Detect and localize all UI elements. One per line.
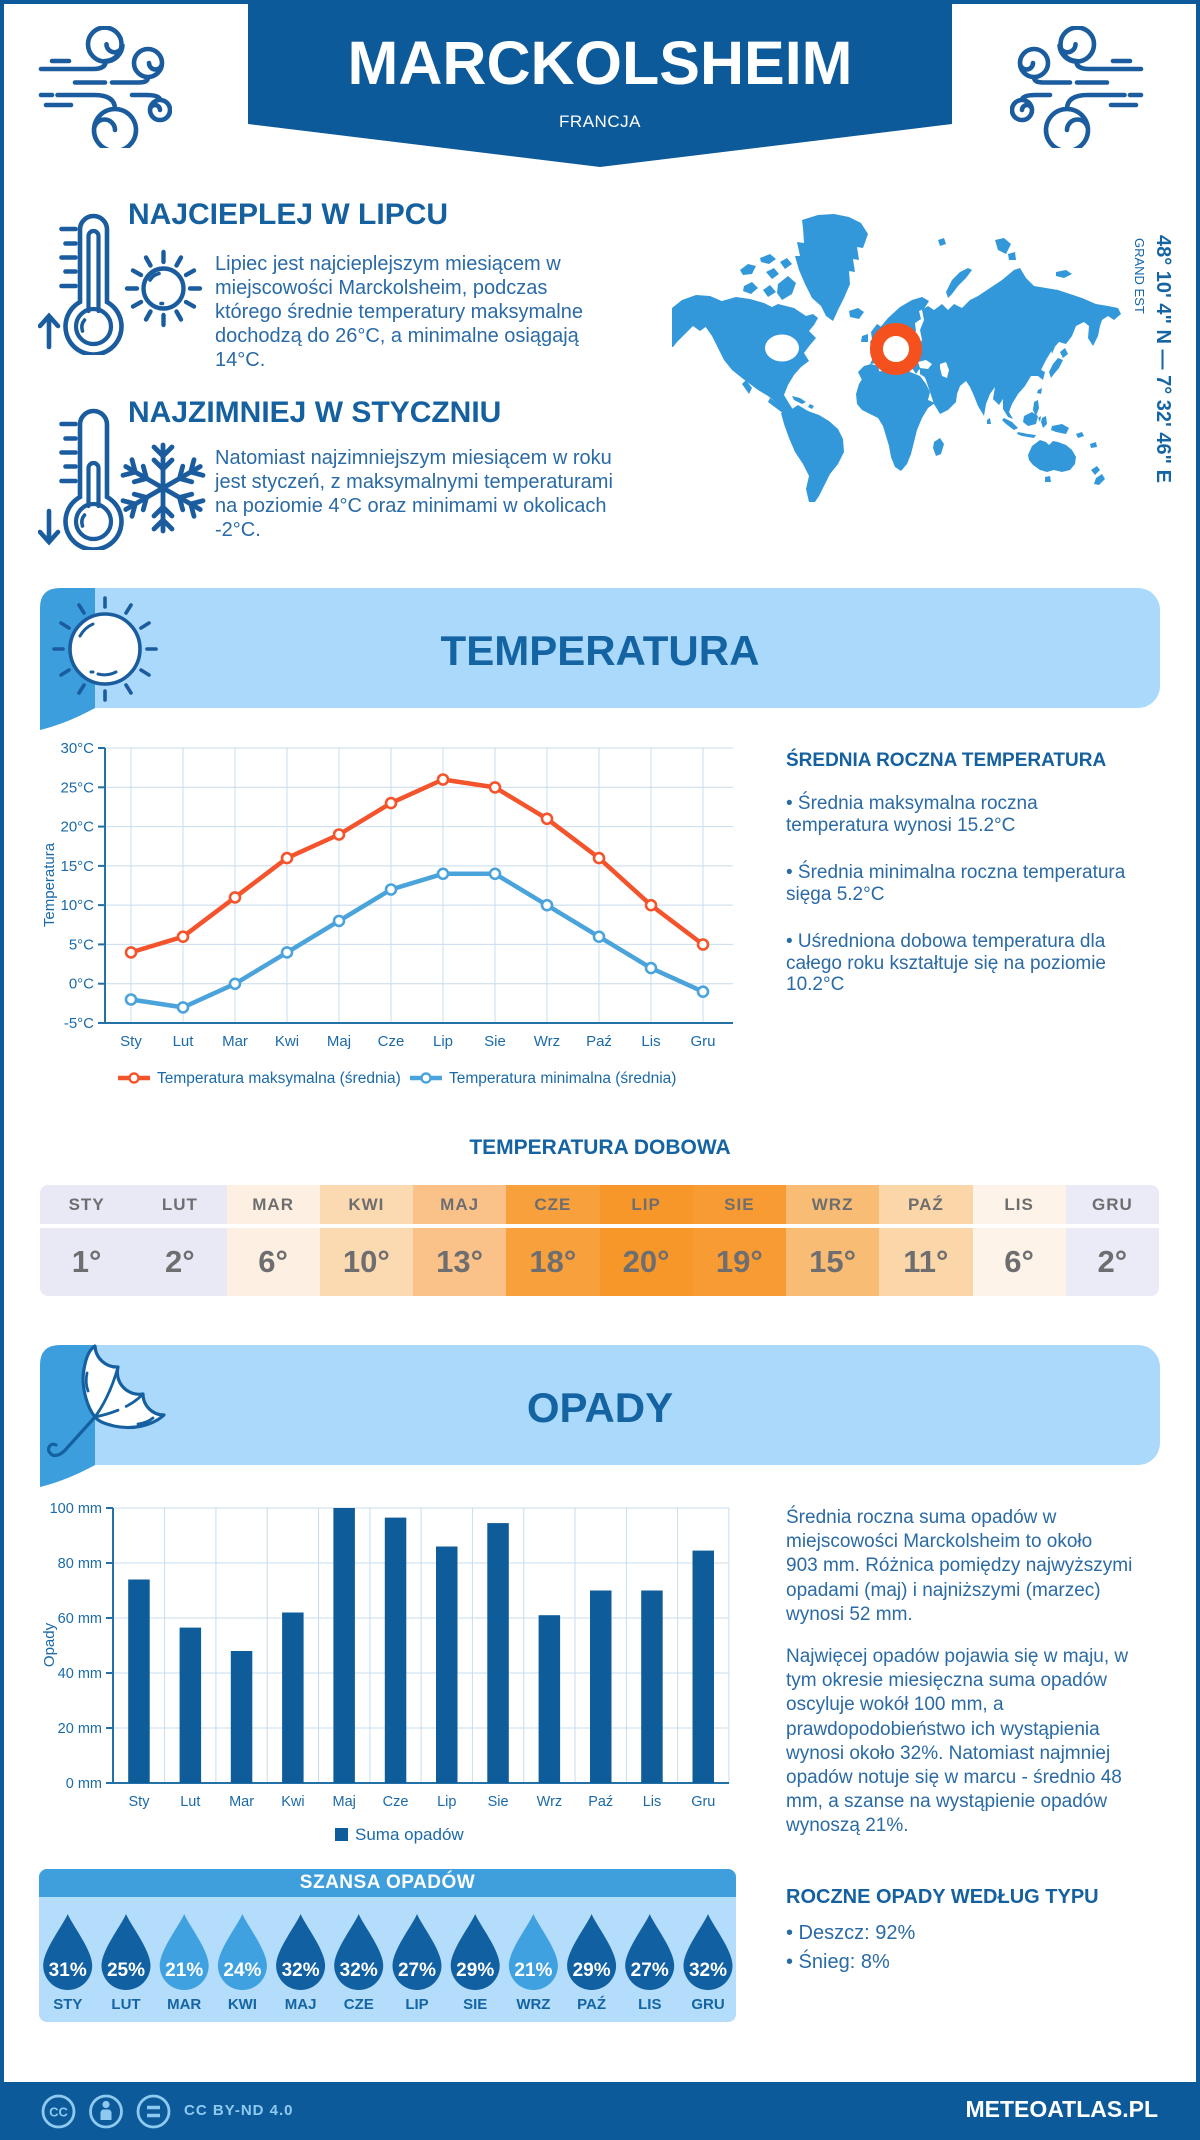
svg-text:Mar: Mar <box>222 1033 248 1050</box>
svg-text:15°C: 15°C <box>60 858 94 875</box>
svg-text:10°C: 10°C <box>60 897 94 914</box>
svg-text:Wrz: Wrz <box>537 1794 563 1810</box>
svg-text:Kwi: Kwi <box>275 1033 299 1050</box>
svg-text:Paź: Paź <box>588 1794 613 1810</box>
svg-text:Sie: Sie <box>488 1794 509 1810</box>
svg-text:Paź: Paź <box>586 1033 612 1050</box>
svg-text:-5°C: -5°C <box>64 1015 94 1032</box>
svg-text:MAJ: MAJ <box>285 1996 317 2013</box>
svg-text:5°C: 5°C <box>69 936 94 953</box>
svg-text:29%: 29% <box>573 1960 611 1981</box>
svg-text:20 mm: 20 mm <box>58 1721 102 1737</box>
svg-text:24%: 24% <box>223 1960 261 1981</box>
svg-text:LIS: LIS <box>638 1996 661 2013</box>
svg-text:32%: 32% <box>340 1960 378 1981</box>
svg-text:Lip: Lip <box>437 1794 456 1810</box>
svg-text:WRZ: WRZ <box>516 1996 550 2013</box>
svg-text:27%: 27% <box>398 1960 436 1981</box>
svg-text:Temperatura: Temperatura <box>41 842 58 927</box>
svg-text:Maj: Maj <box>327 1033 351 1050</box>
svg-text:Wrz: Wrz <box>534 1033 560 1050</box>
svg-text:PAŹ: PAŹ <box>577 1996 606 2013</box>
svg-text:Temperatura minimalna (średnia: Temperatura minimalna (średnia) <box>449 1070 676 1087</box>
svg-text:60 mm: 60 mm <box>58 1611 102 1627</box>
svg-text:STY: STY <box>53 1996 82 2013</box>
svg-text:SIE: SIE <box>463 1996 487 2013</box>
svg-text:21%: 21% <box>165 1960 203 1981</box>
svg-text:0°C: 0°C <box>69 976 94 993</box>
svg-text:Lis: Lis <box>641 1033 660 1050</box>
svg-text:Lut: Lut <box>180 1794 200 1810</box>
svg-text:Gru: Gru <box>690 1033 715 1050</box>
svg-text:31%: 31% <box>49 1960 87 1981</box>
svg-text:21%: 21% <box>514 1960 552 1981</box>
svg-text:Lut: Lut <box>173 1033 195 1050</box>
svg-text:0 mm: 0 mm <box>66 1776 102 1792</box>
svg-text:25°C: 25°C <box>60 779 94 796</box>
svg-text:LUT: LUT <box>111 1996 140 2013</box>
svg-text:20°C: 20°C <box>60 819 94 836</box>
svg-text:80 mm: 80 mm <box>58 1556 102 1572</box>
svg-text:GRU: GRU <box>691 1996 724 2013</box>
svg-text:Mar: Mar <box>229 1794 254 1810</box>
svg-text:32%: 32% <box>689 1960 727 1981</box>
svg-text:100 mm: 100 mm <box>50 1501 102 1517</box>
svg-text:32%: 32% <box>282 1960 320 1981</box>
svg-text:CZE: CZE <box>344 1996 374 2013</box>
svg-text:LIP: LIP <box>405 1996 428 2013</box>
svg-text:Sty: Sty <box>120 1033 142 1050</box>
svg-text:30°C: 30°C <box>60 740 94 757</box>
svg-text:Kwi: Kwi <box>281 1794 304 1810</box>
svg-text:27%: 27% <box>631 1960 669 1981</box>
svg-text:Sie: Sie <box>484 1033 506 1050</box>
svg-text:Lis: Lis <box>643 1794 662 1810</box>
svg-text:Maj: Maj <box>333 1794 356 1810</box>
svg-text:Lip: Lip <box>433 1033 453 1050</box>
svg-text:Temperatura maksymalna (średni: Temperatura maksymalna (średnia) <box>157 1070 401 1087</box>
svg-text:MAR: MAR <box>167 1996 201 2013</box>
svg-text:29%: 29% <box>456 1960 494 1981</box>
svg-text:CC: CC <box>49 2105 68 2120</box>
svg-text:25%: 25% <box>107 1960 145 1981</box>
svg-text:Opady: Opady <box>41 1622 58 1667</box>
svg-text:40 mm: 40 mm <box>58 1666 102 1682</box>
svg-text:Suma opadów: Suma opadów <box>355 1825 464 1844</box>
svg-text:Sty: Sty <box>129 1794 151 1810</box>
svg-text:Gru: Gru <box>691 1794 715 1810</box>
svg-text:Cze: Cze <box>383 1794 409 1810</box>
svg-text:KWI: KWI <box>228 1996 257 2013</box>
svg-text:Cze: Cze <box>378 1033 405 1050</box>
